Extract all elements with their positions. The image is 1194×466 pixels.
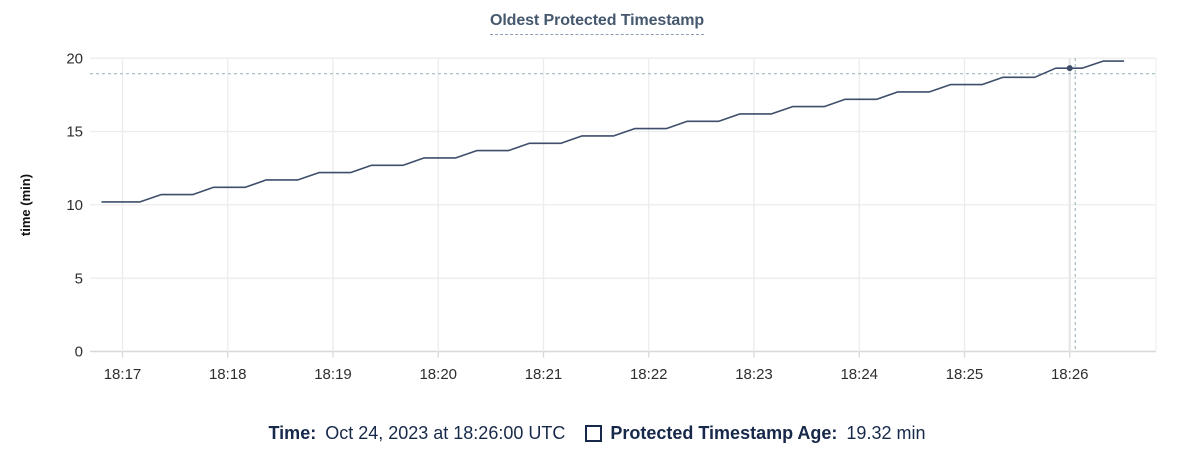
y-tick-label: 0 [75,344,83,361]
hover-point [1066,65,1073,72]
legend: Time: Oct 24, 2023 at 18:26:00 UTC Prote… [0,423,1194,444]
x-tick-label: 18:17 [104,366,142,383]
series-layer [101,60,1125,203]
x-tick-label: 18:22 [630,366,668,383]
line-chart[interactable]: 0 5 10 15 20 18:17 18:18 18:19 18:20 18:21 18:22 18… [0,0,1194,412]
axis-labels-layer: 0 5 10 15 20 18:17 18:18 18:19 18:20 18:21 18:22 18… [66,50,1088,383]
x-tick-label: 18:23 [735,366,773,383]
chart-title-row: Oldest Protected Timestamp [0,12,1194,35]
y-tick-label: 10 [66,197,83,214]
x-tick-label: 18:18 [209,366,247,383]
x-tick-label: 18:20 [419,366,457,383]
chart-title[interactable]: Oldest Protected Timestamp [489,12,704,35]
y-tick-label: 5 [75,270,83,287]
grid-layer [90,57,1157,358]
series-checkbox[interactable] [585,425,603,442]
x-tick-label: 18:26 [1051,366,1089,383]
legend-time-label: Time: [268,423,317,443]
x-tick-label: 18:21 [525,366,563,383]
legend-age-value: 19.32 min [846,423,926,443]
legend-age-label: Protected Timestamp Age: [610,423,838,443]
crosshair-layer [90,58,1156,352]
legend-time-group: Time: Oct 24, 2023 at 18:26:00 UTC [269,423,566,444]
y-tick-label: 15 [66,124,83,141]
y-axis-title: time (min) [18,174,33,236]
legend-time-value: Oct 24, 2023 at 18:26:00 UTC [325,423,566,443]
series-line [101,60,1125,203]
x-tick-label: 18:24 [840,366,878,383]
x-tick-label: 18:19 [314,366,352,383]
y-tick-label: 20 [66,50,83,67]
legend-series-toggle[interactable]: Protected Timestamp Age: 19.32 min [585,423,925,444]
x-tick-label: 18:25 [946,366,984,383]
